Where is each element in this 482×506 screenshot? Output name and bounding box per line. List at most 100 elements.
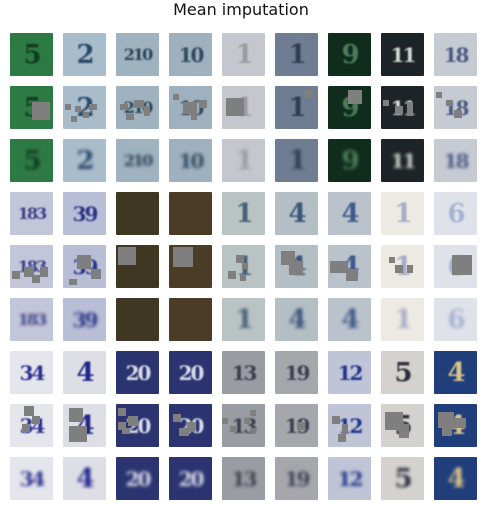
digit-glyph: 210 <box>123 45 153 64</box>
missing-pixel-patch <box>144 106 150 116</box>
digit-glyph: 4 <box>447 463 465 494</box>
digit-image-tile: 39 <box>63 298 106 341</box>
digit-image-tile: 19 <box>275 351 318 394</box>
missing-pixel-patch <box>222 418 228 424</box>
digit-image-tile: 1 <box>222 298 265 341</box>
digit-image-tile: 39 <box>63 192 106 235</box>
digit-image-tile: 1 <box>222 33 265 76</box>
digit-glyph: 18 <box>443 148 470 173</box>
digit-image-tile: 18 <box>434 139 477 182</box>
missing-pixel-patch <box>22 424 30 432</box>
digit-glyph: 20 <box>125 466 152 491</box>
missing-pixel-patch <box>173 247 193 267</box>
digit-image-tile: 6 <box>434 192 477 235</box>
digit-image-tile: 18 <box>434 86 477 129</box>
digit-glyph: 183 <box>17 204 47 223</box>
digit-image-tile: 210 <box>116 86 159 129</box>
digit-image-tile: 5 <box>10 33 53 76</box>
missing-pixel-patch <box>240 275 246 281</box>
digit-image-tile: 4 <box>328 245 371 288</box>
missing-pixel-patch <box>228 271 236 279</box>
digit-glyph: 20 <box>178 360 205 385</box>
digit-image-tile: 4 <box>63 457 106 500</box>
digit-glyph: 12 <box>337 360 364 385</box>
digit-image-tile: 183 <box>10 245 53 288</box>
digit-glyph: 19 <box>284 466 311 491</box>
digit-glyph: 4 <box>341 304 359 335</box>
missing-pixel-patch <box>395 106 403 114</box>
digit-glyph: 1 <box>235 304 253 335</box>
digit-glyph: 5 <box>394 463 412 494</box>
digit-glyph: 4 <box>76 463 94 494</box>
missing-pixel-patch <box>118 422 126 430</box>
digit-image-tile: 4 <box>275 192 318 235</box>
digit-image-tile: 6 <box>434 298 477 341</box>
digit-glyph: 1 <box>288 92 306 123</box>
digit-glyph: 5 <box>23 145 41 176</box>
digit-image-tile: 11 <box>381 139 424 182</box>
missing-pixel-patch <box>250 410 256 416</box>
digit-glyph: 18 <box>443 42 470 67</box>
missing-pixel-patch <box>126 114 134 120</box>
digit-glyph: 5 <box>23 39 41 70</box>
missing-pixel-patch <box>69 426 87 442</box>
digit-image-tile: 4 <box>328 298 371 341</box>
missing-pixel-patch <box>71 116 77 122</box>
digit-glyph: 39 <box>72 201 99 226</box>
digit-glyph <box>116 298 159 341</box>
digit-image-tile <box>116 192 159 235</box>
missing-pixel-patch <box>383 100 389 106</box>
digit-image-tile: 4 <box>275 245 318 288</box>
missing-pixel-patch <box>407 265 413 273</box>
digit-image-tile: 20 <box>116 404 159 447</box>
missing-pixel-patch <box>289 261 303 275</box>
digit-image-tile: 1 <box>381 298 424 341</box>
missing-pixel-patch <box>183 102 197 114</box>
missing-pixel-patch <box>32 416 40 424</box>
digit-image-tile: 1 <box>381 192 424 235</box>
digit-image-tile: 1 <box>222 245 265 288</box>
digit-image-tile: 11 <box>381 33 424 76</box>
missing-pixel-patch <box>83 112 89 118</box>
digit-glyph: 4 <box>341 198 359 229</box>
missing-pixel-patch <box>330 261 348 273</box>
missing-pixel-patch <box>407 102 413 116</box>
digit-image-tile: 20 <box>169 404 212 447</box>
digit-glyph: 34 <box>19 360 46 385</box>
missing-pixel-patch <box>118 408 126 416</box>
digit-image-tile: 1 <box>275 33 318 76</box>
missing-pixel-patch <box>436 92 442 98</box>
digit-image-tile: 19 <box>275 404 318 447</box>
digit-image-tile: 4 <box>63 404 106 447</box>
digit-glyph: 183 <box>17 310 47 329</box>
digit-image-tile: 5 <box>381 351 424 394</box>
digit-glyph: 19 <box>284 360 311 385</box>
missing-pixel-patch <box>452 418 466 428</box>
digit-glyph <box>116 192 159 235</box>
missing-pixel-patch <box>250 428 256 434</box>
digit-image-tile: 4 <box>63 351 106 394</box>
digit-image-tile: 13 <box>222 351 265 394</box>
missing-pixel-patch <box>118 247 136 265</box>
digit-glyph: 13 <box>231 466 258 491</box>
figure-title: Mean imputation <box>173 0 309 19</box>
missing-pixel-patch <box>69 408 83 422</box>
missing-pixel-patch <box>191 114 197 120</box>
digit-image-tile: 4 <box>328 192 371 235</box>
digit-image-tile: 11 <box>381 86 424 129</box>
missing-pixel-patch <box>24 406 34 416</box>
missing-pixel-patch <box>173 94 179 100</box>
digit-image-tile: 5 <box>10 139 53 182</box>
digit-image-tile: 183 <box>10 192 53 235</box>
digit-glyph: 6 <box>447 198 465 229</box>
digit-glyph <box>169 298 212 341</box>
digit-image-tile: 4 <box>275 298 318 341</box>
missing-pixel-patch <box>452 255 472 275</box>
missing-pixel-patch <box>69 279 77 285</box>
digit-glyph: 1 <box>235 145 253 176</box>
digit-glyph: 1 <box>381 245 424 288</box>
missing-pixel-patch <box>230 426 236 432</box>
missing-pixel-patch <box>244 418 250 424</box>
digit-glyph: 6 <box>447 304 465 335</box>
digit-image-tile <box>116 245 159 288</box>
